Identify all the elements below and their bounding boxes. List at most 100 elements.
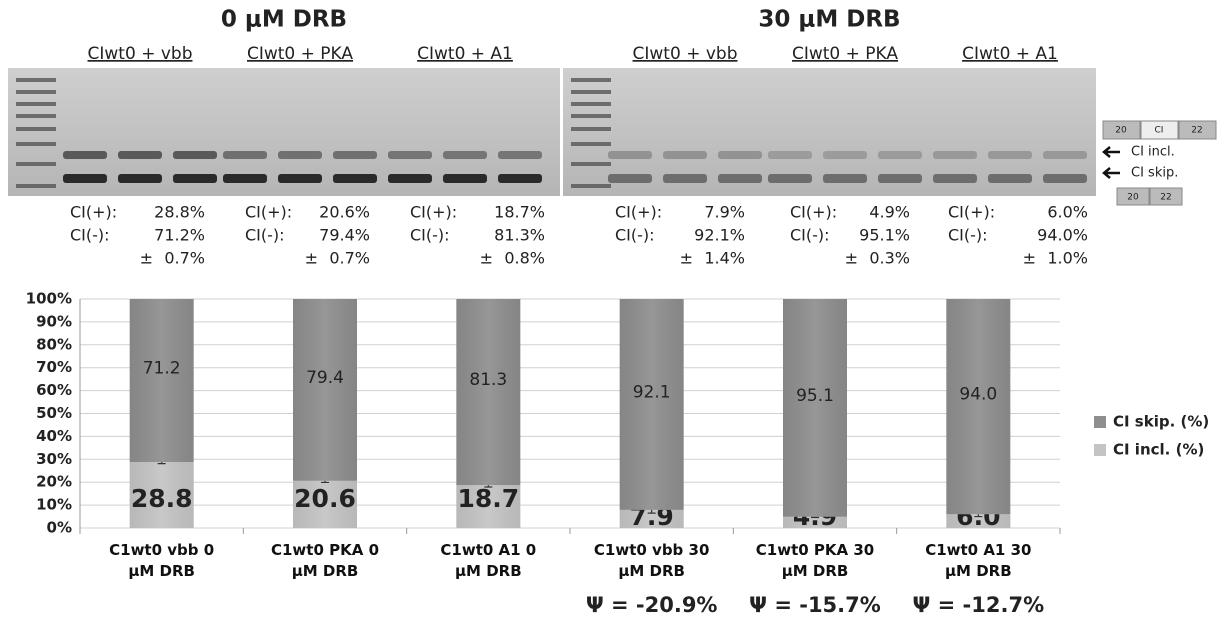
row-label: ± — [1023, 249, 1036, 268]
y-tick-label: 10% — [36, 496, 72, 514]
value-label: 92.1 — [633, 382, 671, 402]
arrow — [1104, 147, 1120, 157]
x-tick-label: C1wt0 PKA 0 μM DRB — [245, 540, 405, 582]
quant-value: 7.9% — [704, 203, 745, 222]
ladder-band — [16, 162, 56, 166]
gel-band — [278, 151, 322, 159]
row-label: CI(+): — [790, 203, 837, 222]
gel-band — [63, 151, 107, 159]
annotation: Ψ = -20.9% — [586, 593, 718, 617]
legend-label: CI incl. (%) — [1113, 441, 1204, 459]
row-label: CI(+): — [615, 203, 662, 222]
group-title: 30 μM DRB — [758, 7, 900, 33]
x-tick-label: C1wt0 A1 30 μM DRB — [898, 540, 1058, 582]
bar-shade — [456, 299, 520, 485]
y-tick-label: 30% — [36, 450, 72, 468]
annotation: Ψ = -12.7% — [913, 593, 1045, 617]
quant-value: 0.3% — [869, 249, 910, 268]
y-tick-label: 40% — [36, 427, 72, 445]
band-label: CI skip. — [1131, 166, 1178, 181]
marker-label: 22 — [1191, 126, 1202, 136]
lane-label: CIwt0 + vbb — [633, 44, 738, 64]
gel-band — [333, 174, 377, 183]
legend-swatch — [1094, 444, 1106, 456]
quant-value: 0.7% — [164, 249, 205, 268]
y-tick-label: 60% — [36, 381, 72, 399]
value-label: 95.1 — [796, 386, 834, 406]
lane-label: CIwt0 + A1 — [962, 44, 1058, 64]
row-label: CI(-): — [948, 226, 988, 245]
row-label: ± — [680, 249, 693, 268]
gel-band — [768, 174, 812, 183]
annotation: Ψ = -15.7% — [749, 593, 881, 617]
marker-label: 20 — [1127, 193, 1139, 203]
marker-label: 22 — [1160, 193, 1171, 203]
group-title: 0 μM DRB — [221, 7, 347, 33]
quant-value: 20.6% — [319, 203, 370, 222]
gel-band — [498, 174, 542, 183]
value-label: 18.7 — [457, 484, 519, 513]
gel-band — [278, 174, 322, 183]
lane-label: CIwt0 + PKA — [792, 44, 898, 64]
gel-band — [388, 151, 432, 159]
gel-band — [173, 174, 217, 183]
quant-value: 6.0% — [1047, 203, 1088, 222]
row-label: CI(+): — [410, 203, 457, 222]
ladder-band — [16, 90, 56, 94]
gel-band — [223, 151, 267, 159]
gel-band — [118, 151, 162, 159]
quant-value: 92.1% — [694, 226, 745, 245]
gel-band — [333, 151, 377, 159]
gel-band — [1043, 151, 1087, 159]
quant-value: 1.0% — [1047, 249, 1088, 268]
y-tick-label: 100% — [26, 290, 72, 308]
row-label: CI(-): — [615, 226, 655, 245]
row-label: CI(-): — [410, 226, 450, 245]
gel-band — [988, 151, 1032, 159]
gel-band — [118, 174, 162, 183]
lane-label: CIwt0 + PKA — [247, 44, 353, 64]
gel-band — [1043, 174, 1087, 183]
row-label: ± — [845, 249, 858, 268]
marker-label: CI — [1155, 126, 1164, 136]
quant-value: 4.9% — [869, 203, 910, 222]
value-label: 81.3 — [469, 370, 507, 390]
bar-shade — [293, 299, 357, 481]
ladder-band — [571, 184, 611, 188]
gel-band — [498, 151, 542, 159]
row-label: CI(+): — [245, 203, 292, 222]
ladder-band — [571, 142, 611, 146]
quant-value: 95.1% — [859, 226, 910, 245]
row-label: ± — [305, 249, 318, 268]
x-tick-label: C1wt0 A1 0 μM DRB — [408, 540, 568, 582]
y-tick-label: 70% — [36, 358, 72, 376]
quant-value: 71.2% — [154, 226, 205, 245]
ladder-band — [571, 90, 611, 94]
gel-band — [718, 151, 762, 159]
gel-band — [663, 151, 707, 159]
ladder-band — [16, 184, 56, 188]
ladder-band — [16, 114, 56, 118]
x-tick-label: C1wt0 vbb 30 μM DRB — [572, 540, 732, 582]
value-label: 20.6 — [294, 484, 356, 513]
gel-band — [768, 151, 812, 159]
row-label: CI(-): — [70, 226, 110, 245]
gel-band — [608, 151, 652, 159]
gel-band — [988, 174, 1032, 183]
lane-label: CIwt0 + vbb — [88, 44, 193, 64]
value-label: 79.4 — [306, 368, 344, 388]
gel-band — [608, 174, 652, 183]
legend-swatch — [1094, 416, 1106, 428]
gel-band — [933, 174, 977, 183]
quant-value: 1.4% — [704, 249, 745, 268]
gel-band — [443, 174, 487, 183]
band-label: CI incl. — [1131, 145, 1175, 160]
quant-value: 18.7% — [494, 203, 545, 222]
ladder-band — [16, 78, 56, 82]
gel-band — [878, 151, 922, 159]
value-label: 71.2 — [143, 359, 181, 379]
y-tick-label: 50% — [36, 404, 72, 422]
ladder-band — [571, 78, 611, 82]
gel-band — [823, 174, 867, 183]
gel-band — [443, 151, 487, 159]
